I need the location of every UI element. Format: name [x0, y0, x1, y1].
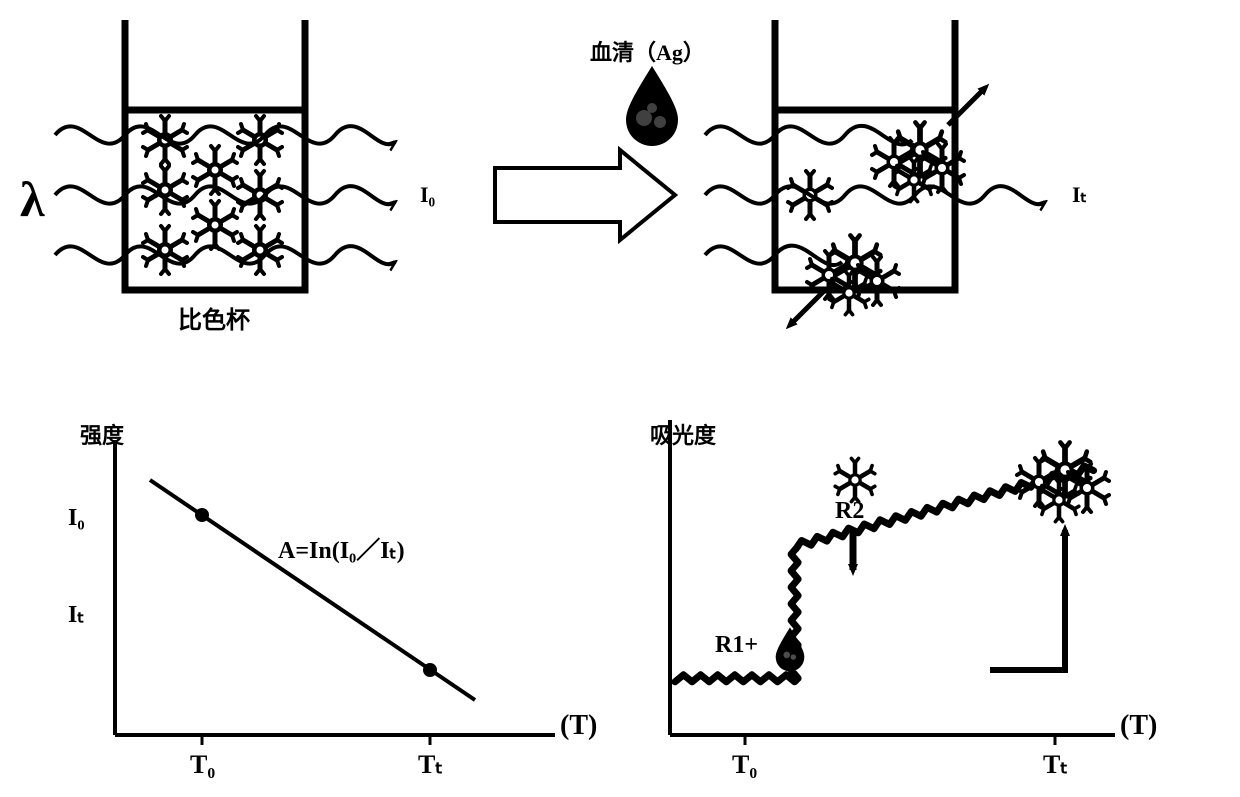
chart-left-ytick-i0: I₀: [68, 505, 85, 532]
serum-drop: [626, 66, 678, 146]
chart-left-ytick-it: Iₜ: [68, 600, 84, 629]
chart-right-ylabel: 吸光度: [650, 418, 716, 450]
chart-left-xlabel: (T): [560, 710, 597, 742]
i0-top-label: I₀: [420, 182, 435, 208]
cuvette-label: 比色杯: [178, 300, 250, 335]
cuvette-left: [55, 20, 395, 290]
chart-absorbance: [670, 420, 1115, 745]
chart-right-r2: R2: [835, 498, 864, 525]
cuvette-right: [705, 20, 1045, 325]
big-arrow: [495, 150, 675, 240]
serum-label: 血清（Ag）: [590, 35, 705, 67]
diagram-canvas: [0, 0, 1240, 797]
chart-right-r1: R1+: [715, 632, 758, 659]
chart-left-xtick-tt: Tₜ: [418, 750, 443, 780]
chart-intensity: [115, 440, 555, 745]
chart-right-xlabel: (T): [1120, 710, 1157, 742]
lambda-label: λ: [20, 170, 45, 228]
chart-left-ylabel: 强度: [80, 418, 124, 450]
it-top-label: Iₜ: [1072, 182, 1087, 208]
chart-left-equation: A=In(I₀／Iₜ): [278, 530, 405, 565]
chart-left-xtick-t0: T₀: [190, 750, 215, 780]
chart-right-xtick-t0: T₀: [732, 750, 757, 780]
chart-right-xtick-tt: Tₜ: [1043, 750, 1068, 780]
